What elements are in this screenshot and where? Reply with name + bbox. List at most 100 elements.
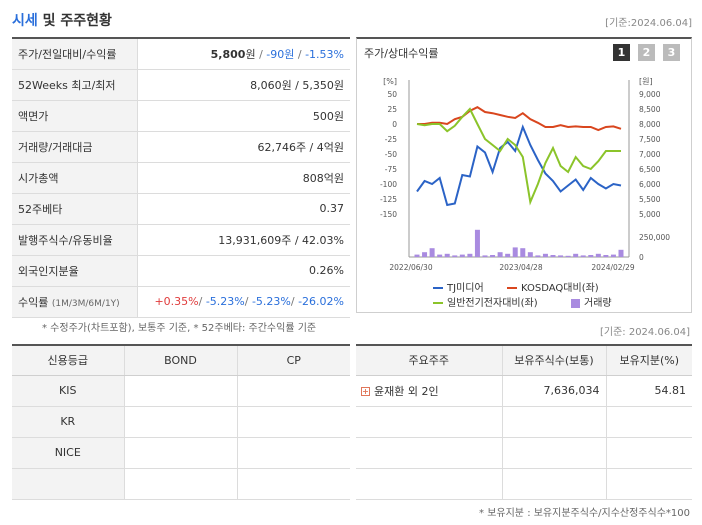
holdings-footnote: * 보유지분 : 보유지분주식수/지수산정주식수*100	[479, 508, 690, 519]
column-header: 주요주주	[356, 345, 502, 376]
left-tick-label: 50	[387, 90, 397, 99]
quote-value-part: -26.02%	[298, 295, 344, 308]
shareholder-name: 윤재환 외 2인	[374, 384, 439, 398]
left-tick-label: -25	[385, 135, 397, 144]
volume-bar	[444, 253, 450, 257]
quote-value-part: 5,800	[210, 47, 246, 61]
left-tick-label: -100	[380, 180, 397, 189]
quote-value-part: 808억원	[302, 171, 344, 185]
major-shareholders-table: 주요주주 보유주식수(보통) 보유지분(%) + 윤재환 외 2인 7,636,034 5…	[356, 344, 692, 500]
table-cell	[123, 468, 237, 500]
series-line	[417, 106, 622, 132]
legend-label: 일반전기전자대비(좌)	[447, 298, 538, 309]
column-header: 보유지분(%)	[605, 345, 692, 376]
legend-line-icon	[433, 287, 443, 289]
quote-label: 수익률 (1M/3M/6M/1Y)	[12, 286, 138, 318]
chart-tab-2[interactable]: 2	[638, 44, 655, 61]
legend-item-tj[interactable]: TJ미디어	[433, 279, 484, 294]
quote-value-part: /	[198, 295, 206, 308]
table-cell: NICE	[12, 437, 124, 469]
quote-label: 액면가	[12, 100, 138, 132]
volume-bar	[618, 249, 624, 257]
volume-bar	[429, 248, 435, 257]
right-axis-unit: [원]	[639, 77, 653, 86]
table-cell	[356, 468, 502, 500]
table-row: + 윤재환 외 2인 7,636,034 54.81	[356, 375, 692, 407]
right-tick-label: 5,000	[639, 210, 661, 219]
quote-label: 거래량/거래대금	[12, 131, 138, 163]
table-row	[356, 468, 692, 500]
quote-value: 62,746주 / 4억원	[137, 131, 350, 163]
x-tick-label: 2023/04/28	[499, 263, 542, 272]
quote-value: 500원	[137, 100, 350, 132]
column-header: 신용등급	[12, 345, 124, 376]
chart-tab-3[interactable]: 3	[663, 44, 680, 61]
x-tick-label: 2024/02/29	[591, 263, 634, 272]
quote-value-part: /	[294, 47, 306, 61]
table-row	[12, 468, 350, 500]
table-cell	[501, 406, 606, 438]
quote-row: 수익률 (1M/3M/6M/1Y) +0.35%/ -5.23%/ -5.23%/…	[12, 286, 350, 318]
table-cell: KR	[12, 406, 124, 438]
right-tick-label: 7,500	[639, 135, 661, 144]
expand-plus-icon[interactable]: +	[361, 387, 370, 396]
column-header: CP	[236, 345, 350, 376]
table-cell	[123, 437, 237, 469]
quote-label: 52Weeks 최고/최저	[12, 69, 138, 101]
section-header: 시세 및 주주현황 [기준:2024.06.04]	[12, 8, 692, 32]
section-title: 시세 및 주주현황	[12, 10, 112, 30]
right-tick-label: 6,000	[639, 180, 661, 189]
chart-tab-1[interactable]: 1	[613, 44, 630, 61]
credit-rating-table: 신용등급 BOND CP KIS KR NICE	[12, 344, 350, 500]
x-tick-label: 2022/06/30	[389, 263, 432, 272]
table-cell	[123, 406, 237, 438]
quote-row: 주가/전일대비/수익률 5,800원 / -90원 / -1.53%	[12, 38, 350, 70]
table-cell	[356, 406, 502, 438]
legend-box-icon	[571, 298, 580, 308]
table-cell: 7,636,034	[501, 375, 606, 407]
title-highlight: 시세	[12, 13, 38, 29]
legend-line-icon	[507, 287, 517, 289]
volume-bar	[535, 255, 541, 257]
table-cell[interactable]: + 윤재환 외 2인	[356, 375, 502, 407]
quote-value-part: -1.53%	[305, 47, 344, 61]
legend-item-elec[interactable]: 일반전기전자대비(좌)	[433, 294, 538, 309]
quote-value: 5,800원 / -90원 / -1.53%	[137, 38, 350, 70]
chart-reference-date: [기준: 2024.06.04]	[599, 327, 690, 338]
table-cell	[501, 468, 606, 500]
volume-bar	[482, 255, 488, 257]
volume-bar	[550, 255, 556, 257]
quote-value-part: 원	[245, 47, 256, 61]
volume-bar	[573, 253, 579, 257]
volume-bar	[512, 247, 518, 257]
column-header: 보유주식수(보통)	[501, 345, 606, 376]
legend-item-volume[interactable]: 거래량	[571, 294, 612, 309]
volume-bar	[422, 252, 428, 257]
left-tick-label: -150	[380, 210, 397, 219]
legend-label: KOSDAQ대비(좌)	[521, 283, 599, 294]
left-tick-label: -125	[380, 195, 397, 204]
legend-label: TJ미디어	[447, 283, 484, 294]
quote-value-part: 13,931,609주 / 42.03%	[218, 233, 344, 247]
volume-bar	[474, 229, 480, 257]
volume-tick-label: 0	[639, 253, 644, 262]
legend-line-icon	[433, 302, 443, 304]
legend-item-kosdaq[interactable]: KOSDAQ대비(좌)	[507, 279, 599, 294]
table-cell	[605, 406, 692, 438]
quote-value-part: 0.26%	[309, 264, 344, 277]
column-header: BOND	[123, 345, 237, 376]
table-row: KR	[12, 406, 350, 438]
volume-tick-label: 250,000	[639, 233, 670, 242]
volume-bar	[588, 255, 594, 257]
table-cell	[236, 437, 350, 469]
quote-row: 외국인지분율 0.26%	[12, 255, 350, 287]
quote-label: 시가총액	[12, 162, 138, 194]
chart-legend: TJ미디어 KOSDAQ대비(좌) 일반전기전자대비(좌) 거래량	[433, 279, 673, 309]
quote-value: 0.26%	[137, 255, 350, 287]
volume-bar	[505, 253, 511, 257]
table-row: KIS	[12, 375, 350, 407]
quote-value-part: /	[244, 295, 252, 308]
chart-panel: 주가/상대수익률 1 2 3 [%] [원] 50 9,000 25 8,500 0 8,00…	[356, 37, 692, 313]
quote-footnote: * 수정주가(차트포함), 보통주 기준, * 52주베타: 주간수익률 기준	[42, 323, 317, 334]
volume-bar	[610, 254, 616, 257]
